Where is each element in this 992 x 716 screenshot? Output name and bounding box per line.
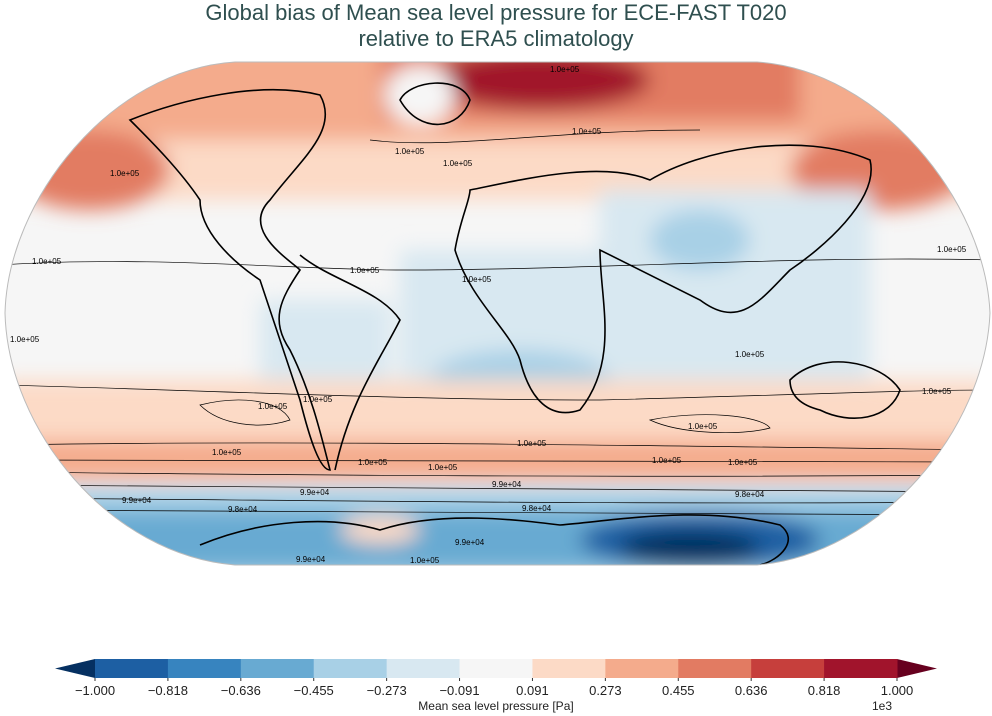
bias-map <box>4 61 991 566</box>
contour-label: 1.0e+05 <box>303 395 333 404</box>
plot-title: Global bias of Mean sea level pressure f… <box>0 0 992 52</box>
colorbar-tick-label: 0.818 <box>807 683 841 698</box>
contour-label: 9.8e+04 <box>522 504 552 513</box>
title-line-2: relative to ERA5 climatology <box>358 26 634 51</box>
colorbar-extend-high <box>897 659 937 678</box>
colorbar-bin <box>240 659 315 678</box>
contour-label: 1.0e+05 <box>550 65 580 74</box>
colorbar-tick-label: 0.273 <box>589 683 622 698</box>
colorbar-bin <box>386 659 461 678</box>
contour-label: 1.0e+05 <box>443 159 473 168</box>
contour-label: 1.0e+05 <box>937 245 967 254</box>
contour-label: 1.0e+05 <box>728 458 758 467</box>
colorbar-exponent: 1e3 <box>872 699 893 713</box>
contour-label: 1.0e+05 <box>922 387 952 396</box>
coastlines <box>128 82 901 565</box>
colorbar-bin <box>605 659 679 678</box>
contour-label: 1.0e+05 <box>212 448 242 457</box>
colorbar-tick-label: 0.091 <box>516 683 549 698</box>
colorbar-tick-label: −1.000 <box>74 683 116 698</box>
contour-label: 1.0e+05 <box>735 350 765 359</box>
contour-label: 9.9e+04 <box>300 488 330 497</box>
colorbar-tick-label: −0.818 <box>147 683 188 698</box>
contour-label: 1.0e+05 <box>410 556 440 565</box>
contour-label: 1.0e+05 <box>395 147 425 156</box>
contour-label: 1.0e+05 <box>358 458 388 467</box>
contour-label: 9.8e+04 <box>228 505 258 514</box>
colorbar-bin <box>751 659 825 678</box>
contour-label: 1.0e+05 <box>32 257 62 266</box>
contour-label: 9.8e+04 <box>735 490 765 499</box>
colorbar-tick-label: −0.455 <box>293 683 334 698</box>
colorbar-tick-label: −0.273 <box>366 683 407 698</box>
colorbar-tick-label: 0.636 <box>734 683 768 698</box>
colorbar-label: Mean sea level pressure [Pa] <box>418 699 574 713</box>
contour-label: 1.0e+05 <box>652 456 682 465</box>
colorbar-bin <box>313 659 388 678</box>
contour-label: 1.0e+05 <box>517 439 547 448</box>
colorbar-tick-label: −0.091 <box>439 683 480 698</box>
colorbar-tick-label: 1.000 <box>880 683 914 698</box>
colorbar-bin <box>95 659 169 678</box>
colorbar-bin <box>824 659 898 678</box>
colorbar-extend-low <box>55 659 95 678</box>
contour-label: 1.0e+05 <box>258 402 288 411</box>
colorbar-bin <box>532 659 606 678</box>
contour-label: 1.0e+05 <box>110 169 140 178</box>
contour-label: 1.0e+05 <box>428 463 458 472</box>
contour-label: 9.9e+04 <box>122 496 152 505</box>
colorbar-bin <box>459 659 533 678</box>
contour-label: 9.9e+04 <box>492 480 522 489</box>
contour-label: 1.0e+05 <box>350 266 380 275</box>
colorbar-tick-label: −0.636 <box>220 683 261 698</box>
contour-label: 9.9e+04 <box>455 538 485 547</box>
contour-label: 1.0e+05 <box>462 275 492 284</box>
contour-label: 1.0e+05 <box>10 335 40 344</box>
contour-label: 1.0e+05 <box>572 127 602 136</box>
contour-label: 1.0e+05 <box>688 422 718 431</box>
colorbar-bin <box>167 659 242 678</box>
colorbar-tick-label: 0.455 <box>661 683 695 698</box>
title-line-1: Global bias of Mean sea level pressure f… <box>205 0 787 25</box>
contour-label: 9.9e+04 <box>296 555 326 564</box>
colorbar-bin <box>678 659 752 678</box>
